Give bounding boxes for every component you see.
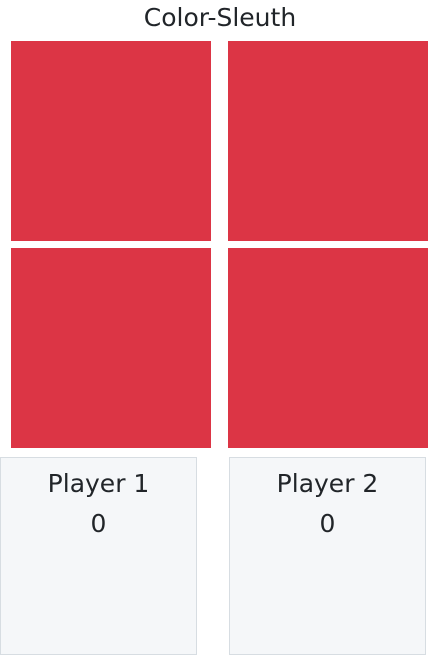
color-tile-1[interactable] (11, 41, 211, 241)
player-1-score: 0 (90, 509, 107, 538)
player-2-name: Player 2 (276, 469, 379, 498)
game-title: Color-Sleuth (143, 3, 297, 32)
player-2-score: 0 (319, 509, 336, 538)
player-1-panel: Player 1 0 (0, 457, 197, 655)
color-tile-2[interactable] (228, 41, 428, 241)
color-tile-3[interactable] (11, 248, 211, 448)
color-tile-4[interactable] (228, 248, 428, 448)
player-1-name: Player 1 (47, 469, 150, 498)
player-2-panel: Player 2 0 (229, 457, 426, 655)
